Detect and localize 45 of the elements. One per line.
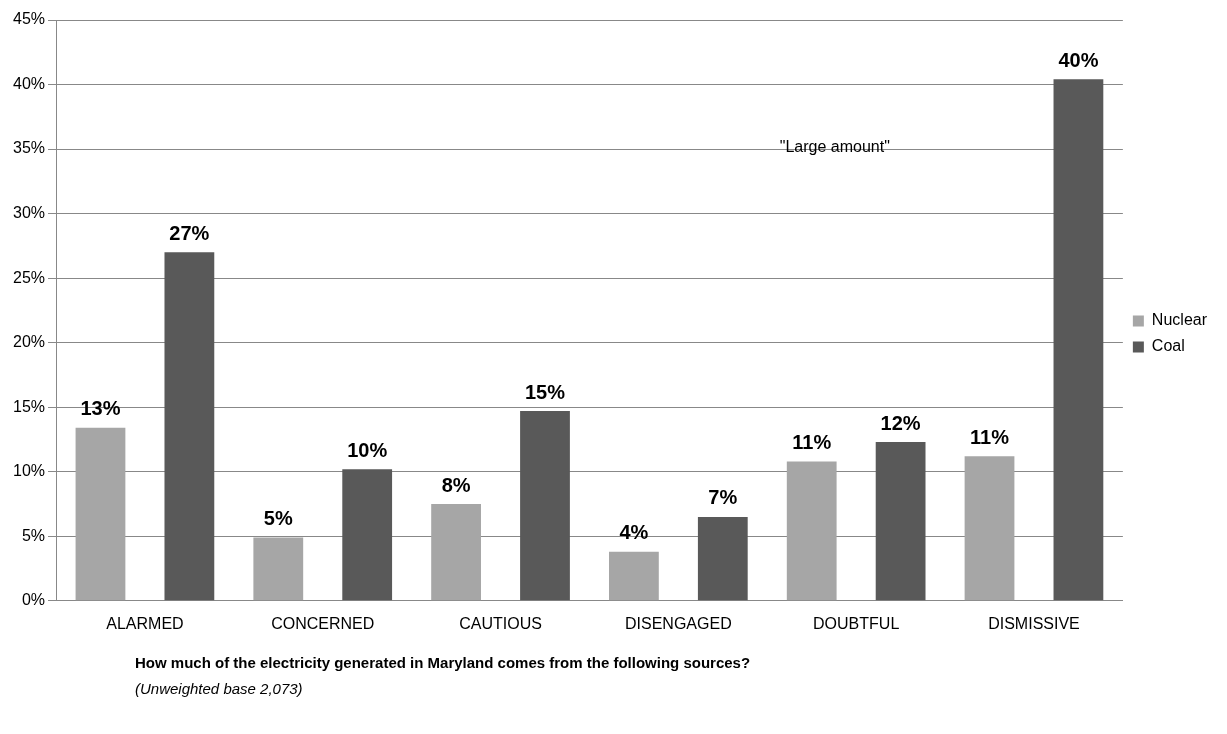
y-tick-label: 25% <box>12 268 46 286</box>
y-tick-label: 45% <box>12 10 46 28</box>
bar <box>609 551 659 601</box>
data-label: 10% <box>347 438 388 461</box>
y-tick-label: 20% <box>12 333 46 351</box>
legend-label: Nuclear <box>1151 311 1208 329</box>
data-label: 8% <box>441 473 471 496</box>
bar <box>431 504 481 601</box>
x-tick-label: CAUTIOUS <box>459 614 542 632</box>
y-tick-label: 0% <box>21 591 46 609</box>
bar <box>786 461 837 601</box>
data-label: 27% <box>169 221 210 244</box>
x-tick-label: DOUBTFUL <box>813 614 900 632</box>
bar <box>164 252 215 601</box>
bar <box>520 411 570 601</box>
bar <box>875 442 926 601</box>
text: (Unweighted base 2,073) <box>135 680 303 697</box>
annotation: "Large amount" <box>779 138 890 156</box>
bar <box>253 537 304 601</box>
data-label: 13% <box>80 397 121 420</box>
data-label: 15% <box>524 380 566 403</box>
x-tick-label: CONCERNED <box>271 614 375 632</box>
bar <box>75 427 126 601</box>
x-tick-label: DISMISSIVE <box>988 614 1080 632</box>
data-label: 4% <box>619 521 649 544</box>
text: How much of the electricity generated in Maryland comes from the following sources? <box>135 654 751 671</box>
y-tick-label: 5% <box>21 526 46 544</box>
data-label: 11% <box>970 425 1010 448</box>
y-tick-label: 30% <box>12 204 46 222</box>
legend-label: Coal <box>1151 337 1185 355</box>
data-label: 5% <box>263 507 293 530</box>
y-tick-label: 40% <box>12 74 46 92</box>
bar <box>1053 79 1104 601</box>
data-label: 11% <box>792 430 832 453</box>
y-tick-label: 35% <box>12 139 46 157</box>
data-label: 40% <box>1058 48 1099 71</box>
x-tick-label: ALARMED <box>106 614 184 632</box>
data-label: 12% <box>880 411 921 434</box>
y-tick-label: 10% <box>12 462 46 480</box>
bar <box>342 469 393 601</box>
x-tick-label: DISENGAGED <box>625 614 732 632</box>
data-label: 7% <box>708 486 738 509</box>
bar <box>697 516 748 601</box>
bar <box>964 456 1015 601</box>
y-tick-label: 15% <box>12 397 46 415</box>
